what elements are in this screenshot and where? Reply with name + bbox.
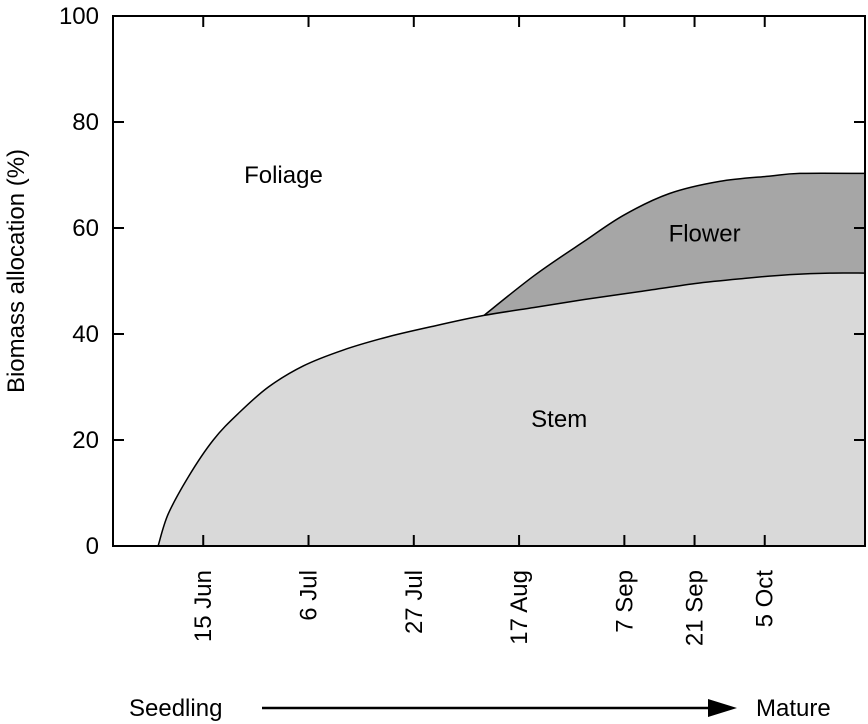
- y-tick-label: 80: [72, 109, 99, 136]
- x-tick-label: 17 Aug: [506, 570, 533, 645]
- stem-area: [158, 272, 866, 546]
- y-axis-title: Biomass allocation (%): [3, 149, 30, 393]
- plot-frame: [112, 15, 866, 547]
- stage-arrow-head: [708, 699, 737, 717]
- x-tick-label: 7 Sep: [611, 570, 638, 633]
- y-tick-label: 0: [86, 533, 99, 560]
- foliage-region-label: Foliage: [244, 162, 323, 189]
- x-tick-label: 15 Jun: [190, 570, 217, 642]
- x-tick-label: 21 Sep: [682, 570, 709, 646]
- y-tick-label: 60: [72, 215, 99, 242]
- area-layer: [113, 16, 866, 547]
- flower-region-label: Flower: [669, 220, 741, 247]
- y-tick-label: 20: [72, 427, 99, 454]
- y-tick-label: 40: [72, 321, 99, 348]
- growth-stage-arrow: Seedling Mature: [129, 695, 831, 722]
- x-tick-label: 5 Oct: [752, 570, 779, 628]
- stem-boundary-line: [157, 272, 866, 547]
- x-tick-label: 27 Jul: [401, 570, 428, 634]
- region-labels: Foliage Flower Stem: [244, 162, 740, 433]
- stage-end-label: Mature: [756, 695, 831, 722]
- x-tick-label: 6 Jul: [296, 570, 323, 621]
- x-axis: 15 Jun 6 Jul 27 Jul 17 Aug 7 Sep 21 Sep 5 Oct: [190, 16, 779, 646]
- y-axis: 0 20 40 60 80 100: [59, 3, 865, 560]
- y-tick-label: 100: [59, 3, 99, 30]
- stage-start-label: Seedling: [129, 695, 222, 722]
- stem-region-label: Stem: [531, 406, 587, 433]
